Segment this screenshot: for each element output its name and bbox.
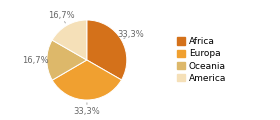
Legend: Africa, Europa, Oceania, America: Africa, Europa, Oceania, America	[175, 35, 228, 85]
Wedge shape	[47, 40, 87, 80]
Wedge shape	[52, 60, 122, 100]
Text: 33,3%: 33,3%	[118, 30, 144, 39]
Text: 16,7%: 16,7%	[22, 56, 49, 65]
Wedge shape	[87, 20, 127, 80]
Wedge shape	[52, 20, 87, 60]
Text: 33,3%: 33,3%	[74, 107, 100, 116]
Text: 16,7%: 16,7%	[48, 11, 74, 20]
